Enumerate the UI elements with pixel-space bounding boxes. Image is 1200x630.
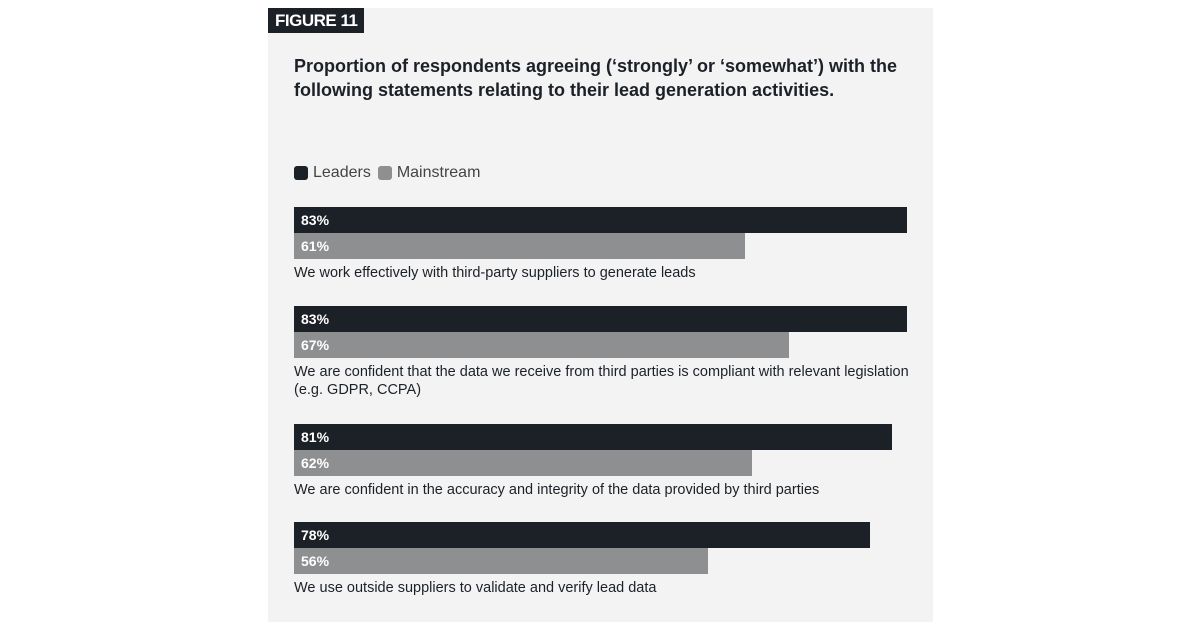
data-label: 61% (301, 238, 330, 254)
data-label: 83% (301, 212, 330, 228)
figure-label: FIGURE 11 (268, 8, 365, 33)
legend-label-leaders: Leaders (313, 164, 371, 181)
data-label: 56% (301, 553, 330, 569)
legend: Leaders Mainstream (294, 164, 487, 182)
data-label: 62% (301, 455, 330, 471)
data-label: 83% (301, 311, 330, 327)
bar-mainstream-4: 56% (294, 548, 708, 574)
bar-leaders-2: 83% (294, 306, 907, 332)
chart-title: Proportion of respondents agreeing (‘str… (294, 56, 898, 100)
data-label: 67% (301, 337, 330, 353)
legend-swatch-leaders (294, 166, 308, 180)
bar-leaders-1: 83% (294, 207, 907, 233)
category-label: We are confident that the data we receiv… (294, 364, 909, 398)
legend-swatch-mainstream (377, 166, 392, 180)
bar-mainstream-1: 61% (294, 233, 745, 259)
category-label: We work effectively with third-party sup… (294, 265, 696, 281)
category-label: We use outside suppliers to validate and… (294, 580, 657, 596)
legend-item-leaders: Leaders (294, 164, 371, 182)
data-label: 78% (301, 527, 330, 543)
bar-leaders-4: 78% (294, 522, 871, 548)
category-label: We are confident in the accuracy and int… (294, 482, 820, 498)
legend-item-mainstream: Mainstream (377, 164, 481, 182)
bar-mainstream-3: 62% (294, 450, 752, 476)
data-label: 81% (301, 429, 330, 445)
bar-mainstream-2: 67% (294, 332, 789, 358)
bar-leaders-3: 81% (294, 424, 893, 450)
legend-label-mainstream: Mainstream (396, 164, 481, 181)
